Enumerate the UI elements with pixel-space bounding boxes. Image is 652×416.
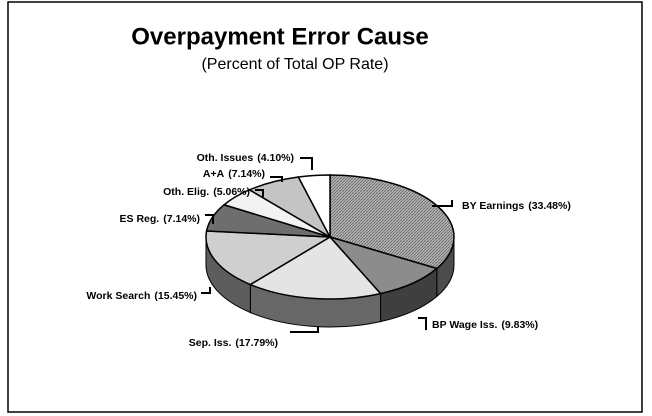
chart-subtitle: (Percent of Total OP Rate): [201, 56, 388, 73]
slice-value: (4.10%): [257, 152, 294, 164]
slice-label: BY Earnings (33.48%): [462, 200, 571, 212]
leader-line: [270, 176, 283, 182]
pie-slice: [327, 235, 439, 295]
pie-slice: [248, 236, 382, 300]
slice-value: (5.06%): [213, 186, 250, 198]
slice-label: Work Search (15.45%): [86, 290, 197, 302]
leader-line: [201, 287, 211, 294]
chart-title: Overpayment Error Cause: [131, 23, 428, 50]
slice-label: Sep. Iss. (17.79%): [189, 337, 278, 349]
slice-value: (15.45%): [154, 290, 197, 302]
slice-value: (7.14%): [228, 168, 265, 180]
slice-value: (7.14%): [163, 213, 200, 225]
pie-slice: [205, 230, 333, 286]
slice-name: BY Earnings: [462, 200, 524, 212]
slice-label: A+A (7.14%): [203, 168, 265, 180]
slice-label: ES Reg. (7.14%): [120, 213, 200, 225]
slice-name: BP Wage Iss.: [432, 319, 497, 331]
leader-line: [418, 317, 427, 330]
slice-label: Oth. Elig. (5.06%): [163, 186, 250, 198]
slice-name: Oth. Issues: [197, 152, 254, 164]
slice-label: BP Wage Iss. (9.83%): [432, 319, 538, 331]
leader-line: [290, 326, 319, 333]
leader-line: [205, 214, 214, 224]
pie-slice: [297, 174, 331, 238]
slice-name: Work Search: [86, 290, 150, 302]
slice-value: (9.83%): [501, 319, 538, 331]
slice-value: (33.48%): [528, 200, 571, 212]
slice-value: (17.79%): [235, 337, 278, 349]
leader-line: [255, 189, 264, 197]
slice-name: A+A: [203, 168, 225, 180]
leader-line: [300, 157, 313, 170]
slice-name: Oth. Elig.: [163, 186, 209, 198]
slice-label: Oth. Issues (4.10%): [197, 152, 294, 164]
slice-name: Sep. Iss.: [189, 337, 232, 349]
leader-line: [432, 200, 453, 207]
slice-name: ES Reg.: [120, 213, 160, 225]
